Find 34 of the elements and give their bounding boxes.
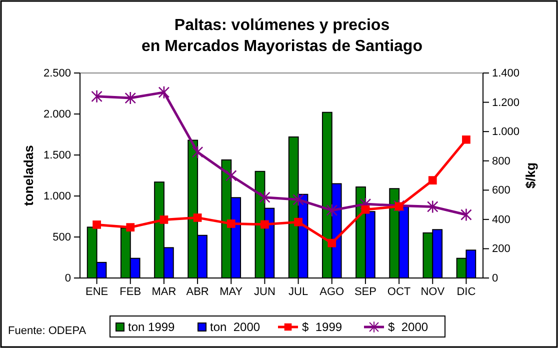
- x-tick-label: ABR: [186, 286, 209, 298]
- y-axis-title: toneladas: [21, 145, 36, 206]
- y-tick-label: 2.000: [43, 108, 71, 121]
- x-tick-label: NOV: [420, 286, 446, 298]
- legend-label: ton 1999: [128, 320, 176, 334]
- y2-axis-title: $/kg: [523, 162, 538, 189]
- source-note: Fuente: ODEPA: [8, 325, 87, 337]
- x-tick-label: ENE: [85, 286, 108, 298]
- x-tick-label: OCT: [387, 286, 411, 298]
- y2-tick-label: 400: [492, 214, 510, 226]
- x-tick-label: MAY: [220, 286, 244, 298]
- y-tick-label: 500: [52, 232, 71, 244]
- x-tick-label: SEP: [354, 286, 376, 298]
- x-tick-label: JUN: [254, 286, 276, 298]
- y2-tick-label: 1.400: [492, 68, 520, 80]
- y-tick-label: 1.500: [43, 150, 71, 162]
- y2-tick-label: 200: [492, 243, 510, 256]
- y-tick-label: 2.500: [43, 68, 71, 80]
- y-tick-label: 0: [64, 272, 71, 285]
- chart-title: Paltas: volúmenes y precios en Mercados Mayoristas de Santiago: [142, 17, 423, 55]
- x-tick-label: JUL: [288, 286, 308, 298]
- y2-tick-label: 800: [492, 155, 510, 168]
- y2-tick-label: 600: [492, 184, 510, 197]
- x-tick-label: DIC: [456, 286, 476, 298]
- legend-label: $ 1999: [302, 320, 342, 334]
- legend-label: $ 2000: [388, 320, 428, 334]
- x-tick-label: FEB: [120, 286, 142, 298]
- y2-tick-label: 1.000: [492, 126, 520, 138]
- y-tick-label: 1.000: [43, 190, 71, 203]
- legend-label: ton 2000: [210, 320, 260, 334]
- x-tick-label: MAR: [152, 286, 176, 298]
- x-tick-label: AGO: [320, 286, 345, 298]
- y2-tick-label: 1.200: [492, 96, 520, 109]
- y2-tick-label: 0: [492, 272, 498, 285]
